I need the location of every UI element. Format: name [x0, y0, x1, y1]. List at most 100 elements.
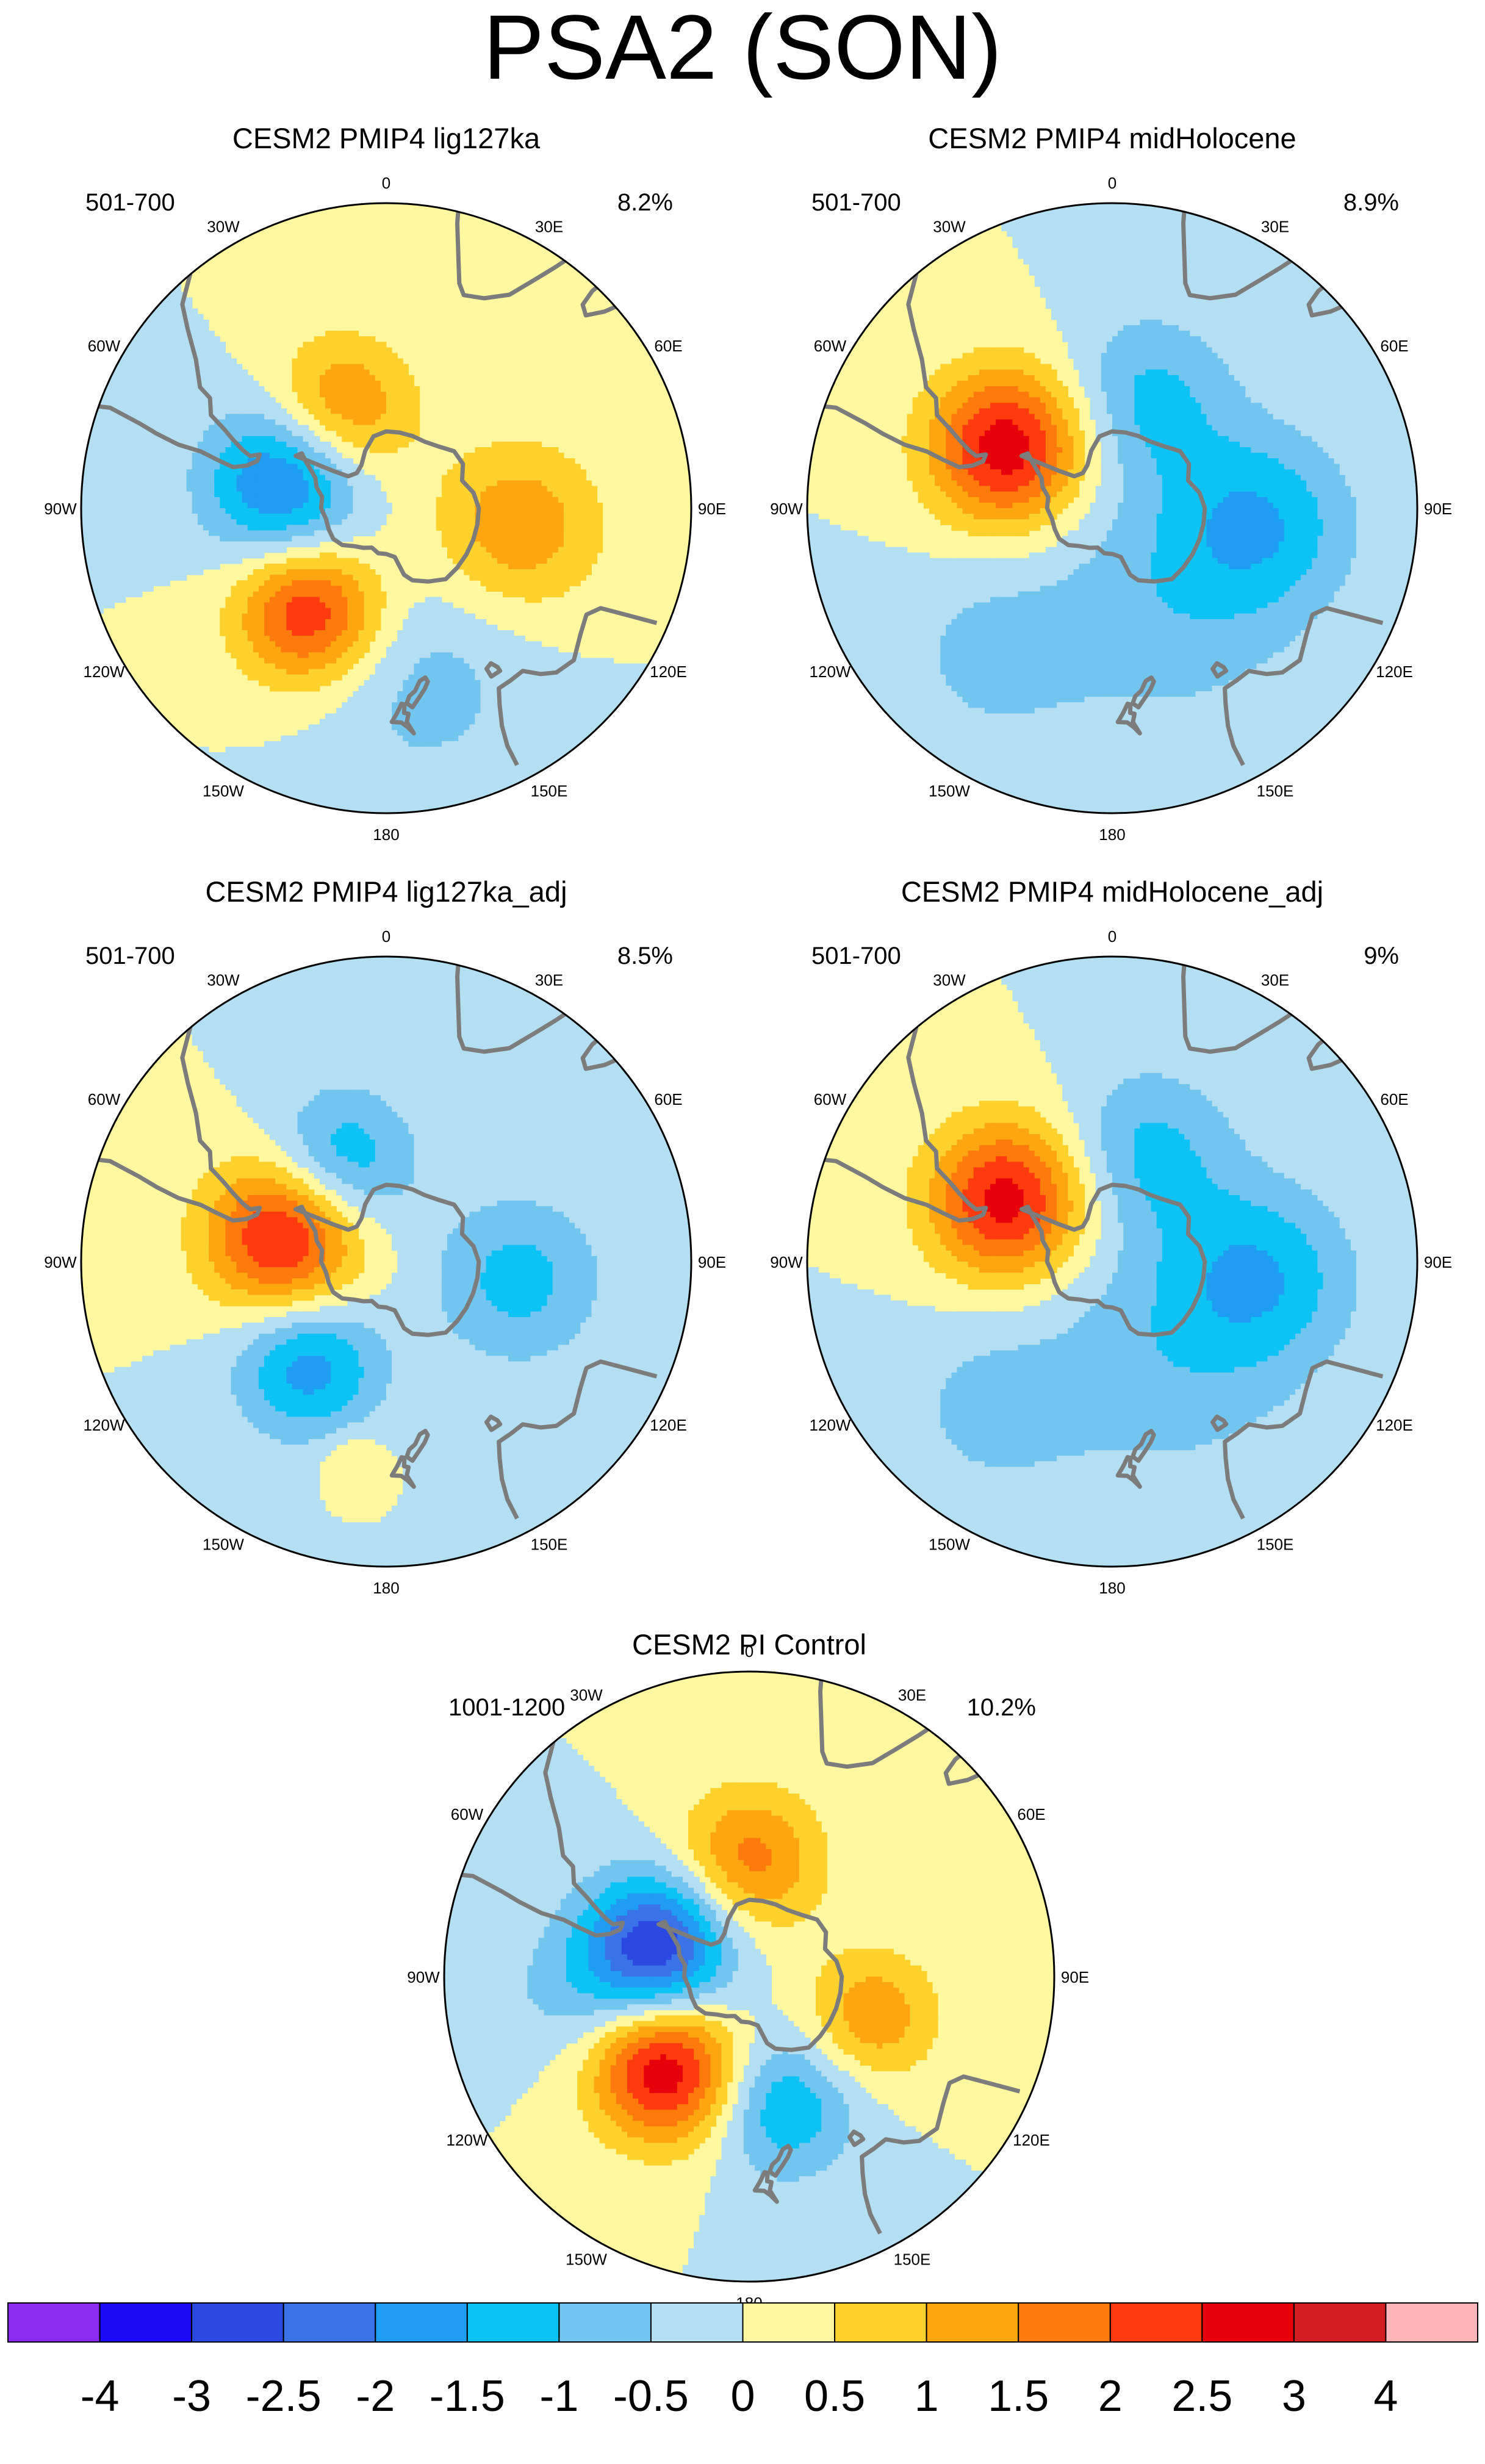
- panel-years: 1001-1200: [448, 1694, 565, 1721]
- map-border: [806, 202, 1418, 814]
- lon-label: 60E: [654, 337, 682, 355]
- coastline: [293, 1182, 481, 1337]
- lon-label: 120E: [1376, 1416, 1413, 1434]
- coastline: [389, 1455, 416, 1489]
- colorbar-box: [1201, 2302, 1295, 2343]
- coastline: [1115, 702, 1142, 736]
- lon-label: 60E: [1380, 337, 1408, 355]
- colorbar-box: [99, 2302, 193, 2343]
- colorbar-box: [7, 2302, 101, 2343]
- lon-label: 90W: [770, 1253, 803, 1271]
- lon-label: 120W: [84, 663, 125, 681]
- coastline: [752, 2170, 779, 2204]
- lon-label: 180: [1099, 825, 1125, 844]
- map-panel-lig127ka_adj: CESM2 PMIP4 lig127ka_adj 501-700 8.5% 0 30E 6…: [44, 875, 726, 1597]
- panel-title: CESM2 PMIP4 lig127ka: [232, 122, 541, 154]
- colorbar-label: -3: [172, 2372, 211, 2421]
- lon-label: 60W: [88, 337, 121, 355]
- coastline: [444, 1672, 625, 1938]
- coastline: [1131, 675, 1156, 709]
- colorbar-box: [1293, 2302, 1387, 2343]
- coastline: [81, 203, 262, 470]
- colorbar-box: [375, 2302, 468, 2343]
- lon-label: 60E: [1017, 1805, 1045, 1823]
- lon-label: 120E: [650, 663, 687, 681]
- coastline: [484, 1414, 503, 1432]
- colorbar-box: [1018, 2302, 1111, 2343]
- lon-label: 60W: [814, 337, 847, 355]
- colorbar-box: [1385, 2302, 1478, 2343]
- lon-label: 0: [382, 174, 390, 192]
- coastline: [497, 1359, 658, 1520]
- panel-years: 501-700: [811, 189, 901, 216]
- lon-label: 30E: [1261, 971, 1289, 990]
- coastline: [1223, 1359, 1384, 1520]
- lon-label: 60W: [88, 1090, 121, 1108]
- lon-label: 120W: [447, 2131, 488, 2149]
- colorbar-box: [191, 2302, 284, 2343]
- lon-label: 120W: [810, 663, 851, 681]
- lon-label: 90E: [1061, 1968, 1089, 1986]
- colorbar-box: [834, 2302, 927, 2343]
- lon-label: 0: [745, 1642, 753, 1661]
- lon-label: 150E: [1257, 1536, 1294, 1554]
- map-panel-midHolocene_adj: CESM2 PMIP4 midHolocene_adj 501-700 9% 0 30E…: [770, 875, 1452, 1597]
- colorbar-label: 2: [1098, 2372, 1123, 2421]
- coastline: [1210, 661, 1229, 679]
- colorbar-label: -1: [539, 2372, 578, 2421]
- map-border: [80, 955, 692, 1568]
- panel-title: CESM2 PMIP4 lig127ka_adj: [205, 875, 567, 908]
- lon-label: 120E: [650, 1416, 687, 1434]
- lon-label: 150E: [894, 2250, 931, 2269]
- colorbar-box: [650, 2302, 744, 2343]
- colorbar-label: -0.5: [613, 2372, 689, 2421]
- coastline: [389, 702, 416, 736]
- lon-label: 30W: [933, 218, 966, 236]
- coastline: [656, 1897, 844, 2052]
- colorbar-label: 3: [1282, 2372, 1306, 2421]
- panel-years: 501-700: [85, 189, 175, 216]
- coastline: [847, 2129, 866, 2147]
- map-border: [80, 202, 692, 814]
- lon-label: 150W: [566, 2250, 607, 2269]
- figure-title: PSA2 (SON): [0, 0, 1485, 99]
- coastline: [293, 429, 481, 584]
- colorbar-box: [1109, 2302, 1203, 2343]
- lon-label: 60E: [654, 1090, 682, 1108]
- colorbar-label: 1.5: [988, 2372, 1049, 2421]
- colorbar-box: [466, 2302, 560, 2343]
- lon-label: 30E: [1261, 218, 1289, 236]
- lon-label: 60E: [1380, 1090, 1408, 1108]
- map-border: [806, 955, 1418, 1568]
- coastline: [484, 661, 503, 679]
- lon-label: 90E: [1424, 1253, 1452, 1271]
- lon-label: 90W: [44, 500, 77, 518]
- map-panel-lig127ka: CESM2 PMIP4 lig127ka 501-700 8.2% 0 30E 60E 90…: [44, 122, 726, 844]
- colorbar-label: 2.5: [1171, 2372, 1232, 2421]
- coastline: [768, 2144, 793, 2178]
- lon-label: 150E: [531, 1536, 568, 1554]
- colorbar-label: 0: [730, 2372, 755, 2421]
- lon-label: 90E: [1424, 500, 1452, 518]
- lon-label: 150W: [929, 782, 970, 800]
- lon-label: 0: [382, 927, 390, 946]
- colorbar-label: -4: [81, 2372, 120, 2421]
- coastline: [405, 675, 430, 709]
- lon-label: 90W: [407, 1968, 440, 1986]
- lon-label: 30W: [207, 971, 240, 990]
- lon-label: 120E: [1376, 663, 1413, 681]
- coastline: [1019, 1182, 1207, 1337]
- panel-years: 501-700: [85, 943, 175, 969]
- lon-label: 30E: [898, 1686, 926, 1704]
- lon-label: 90E: [698, 500, 726, 518]
- panel-title: CESM2 PMIP4 midHolocene: [928, 122, 1296, 154]
- colorbar-box: [926, 2302, 1019, 2343]
- panel-variance: 9%: [1364, 943, 1399, 969]
- panel-title: CESM2 PMIP4 midHolocene_adj: [901, 875, 1323, 908]
- lon-label: 150W: [203, 1536, 244, 1554]
- lon-label: 150E: [531, 782, 568, 800]
- lon-label: 0: [1108, 174, 1116, 192]
- lon-label: 60W: [814, 1090, 847, 1108]
- coastline: [405, 1429, 430, 1463]
